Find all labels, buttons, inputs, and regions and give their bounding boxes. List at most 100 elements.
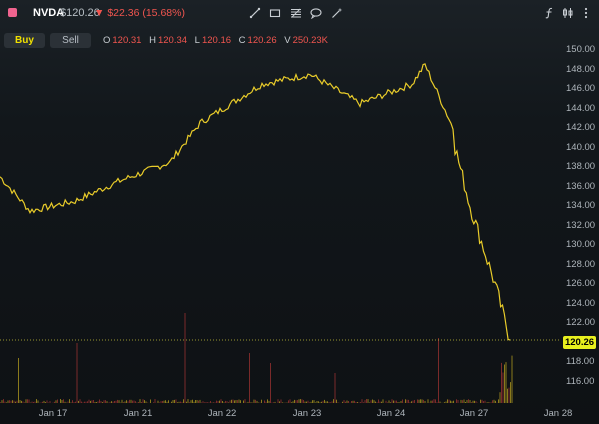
window-close-button[interactable]: [8, 8, 17, 17]
volume-bar: [390, 402, 391, 403]
volume-bar: [346, 400, 348, 403]
volume-bar: [166, 401, 168, 403]
volume-bar: [150, 399, 151, 403]
magic-wand-icon[interactable]: [329, 5, 345, 21]
volume-bar: [19, 400, 21, 403]
volume-bar: [345, 401, 346, 403]
volume-bar: [144, 400, 145, 403]
volume-bar: [178, 401, 180, 403]
volume-bar: [462, 400, 463, 403]
volume-bar: [234, 400, 235, 403]
annotation-icon[interactable]: [308, 5, 324, 21]
volume-bar: [157, 400, 159, 403]
open-key: O: [103, 35, 111, 46]
x-tick-label: Jan 21: [123, 408, 153, 419]
volume-bar: [208, 402, 210, 403]
volume-bar: [223, 402, 225, 403]
low-key: L: [194, 35, 200, 46]
volume-bar: [219, 400, 220, 403]
volume-bar: [507, 388, 508, 403]
fib-retracement-icon[interactable]: [288, 5, 304, 21]
volume-bar: [379, 401, 381, 403]
volume-bar: [508, 387, 510, 403]
volume-bar: [324, 399, 325, 403]
volume-bar: [79, 399, 81, 403]
volume-bar: [10, 400, 12, 403]
symbol-label[interactable]: NVDA: [33, 7, 65, 19]
rectangle-icon[interactable]: [267, 5, 283, 21]
volume-bar: [268, 400, 270, 403]
candle-style-icon[interactable]: [560, 5, 576, 21]
volume-bar: [172, 400, 174, 403]
trend-line-icon[interactable]: [247, 5, 263, 21]
volume-bar: [423, 399, 424, 403]
low-value: 120.16: [201, 35, 232, 46]
volume-bar: [484, 400, 486, 403]
volume-bar: [181, 402, 183, 403]
open-value: 120.31: [112, 35, 142, 46]
volume-bar: [406, 399, 408, 403]
volume-bar: [84, 401, 85, 403]
volume-bar: [253, 399, 255, 403]
indicator-icon[interactable]: [541, 5, 557, 21]
volume-bar: [301, 399, 303, 403]
volume-bar: [303, 400, 304, 403]
volume-bar: [192, 399, 193, 403]
volume-bar: [289, 399, 291, 403]
volume-bar: [450, 400, 451, 403]
volume-bar: [201, 402, 202, 403]
y-tick-label: 130.00: [566, 239, 596, 250]
volume-bar: [292, 401, 294, 403]
volume-bar: [9, 400, 10, 403]
volume-bar: [109, 401, 111, 403]
volume-bar: [267, 399, 268, 403]
volume-bar: [360, 402, 361, 403]
x-tick-label: Jan 22: [207, 408, 237, 419]
volume-bar: [138, 402, 139, 403]
volume-bar: [183, 399, 184, 403]
volume-bar: [231, 399, 232, 403]
volume-bar: [439, 401, 441, 403]
volume-bar: [40, 402, 42, 403]
volume-bar: [432, 400, 433, 403]
volume-bar: [195, 400, 196, 403]
y-tick-label: 140.00: [566, 141, 596, 153]
volume-bar: [207, 402, 208, 403]
volume-bar: [247, 401, 249, 403]
volume-bar: [466, 400, 468, 403]
sell-button[interactable]: Sell: [50, 33, 91, 48]
volume-bar: [498, 399, 499, 403]
volume-bar: [465, 402, 466, 403]
volume-bar: [294, 399, 295, 403]
volume-bar: [277, 399, 279, 403]
volume-bar: [385, 400, 387, 403]
volume-bar: [126, 400, 127, 403]
volume-bar: [270, 363, 271, 403]
volume-bar: [291, 402, 292, 403]
volume-bar: [313, 400, 315, 403]
volume-bar: [237, 400, 238, 403]
volume-bar: [85, 401, 87, 403]
volume-bar: [475, 401, 477, 403]
volume-bar: [114, 401, 115, 403]
volume-bar: [504, 364, 505, 403]
volume-bar: [250, 402, 252, 403]
volume-bar: [175, 399, 177, 403]
volume-bar: [382, 399, 384, 403]
volume-bar: [91, 400, 93, 403]
volume-bar: [286, 402, 288, 403]
more-icon[interactable]: [578, 5, 594, 21]
buy-button[interactable]: Buy: [4, 33, 45, 48]
volume-bar: [330, 402, 331, 403]
volume-bar: [420, 399, 421, 403]
volume-bar: [93, 400, 94, 403]
volume-bar: [31, 401, 33, 403]
y-tick-label: 126.00: [566, 278, 596, 289]
volume-bar: [436, 402, 438, 403]
volume-bar: [259, 402, 261, 403]
volume-bar: [448, 399, 450, 403]
volume-bar: [490, 402, 492, 403]
volume-bar: [238, 399, 240, 403]
volume-bar: [90, 400, 91, 403]
